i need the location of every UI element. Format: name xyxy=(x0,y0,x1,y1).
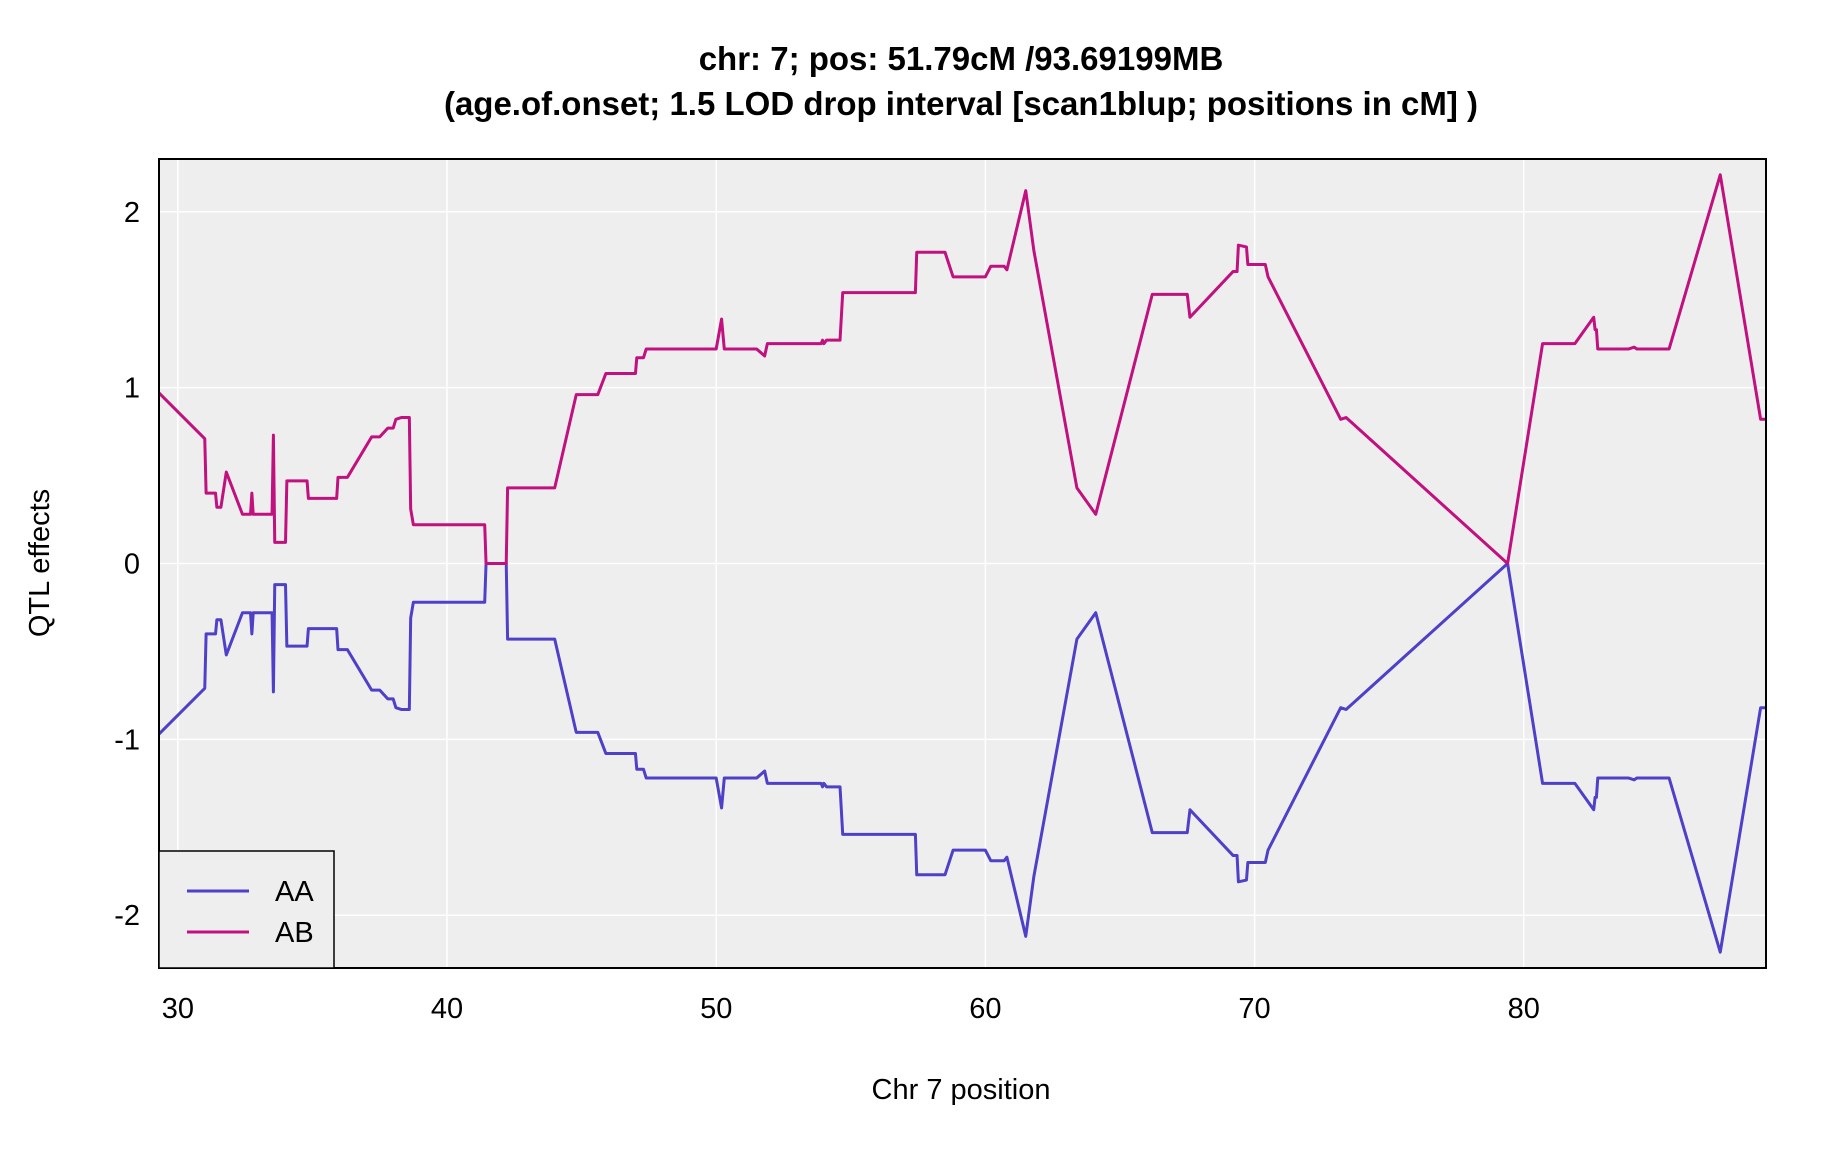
y-axis-ticks: -2 -1 0 1 2 xyxy=(114,197,140,932)
x-tick-label: 80 xyxy=(1508,993,1540,1025)
chart-title: chr: 7; pos: 51.79cM /93.69199MB xyxy=(699,40,1224,77)
y-axis-label: QTL effects xyxy=(24,489,56,637)
grid-lines xyxy=(159,159,1766,968)
x-tick-label: 40 xyxy=(431,993,463,1025)
y-tick-label: 1 xyxy=(124,373,140,405)
y-tick-label: -1 xyxy=(114,724,140,756)
x-axis-ticks: 30 40 50 60 70 80 xyxy=(162,993,1540,1025)
y-tick-label: -2 xyxy=(114,900,140,932)
x-tick-label: 70 xyxy=(1238,993,1270,1025)
plot-frame xyxy=(158,158,1767,969)
x-tick-label: 60 xyxy=(969,993,1001,1025)
legend-label-aa: AA xyxy=(275,876,314,908)
legend: AA AB xyxy=(158,850,335,969)
x-axis-label: Chr 7 position xyxy=(872,1074,1051,1106)
series-line-aa xyxy=(157,562,1766,954)
x-tick-label: 30 xyxy=(162,993,194,1025)
chart-subtitle: (age.of.onset; 1.5 LOD drop interval [sc… xyxy=(444,85,1478,122)
series-line-ab xyxy=(157,173,1766,565)
y-tick-label: 2 xyxy=(124,197,140,229)
x-tick-label: 50 xyxy=(700,993,732,1025)
legend-box xyxy=(158,850,335,969)
series-lines xyxy=(157,173,1766,954)
y-tick-label: 0 xyxy=(124,549,140,581)
legend-label-ab: AB xyxy=(275,917,314,949)
